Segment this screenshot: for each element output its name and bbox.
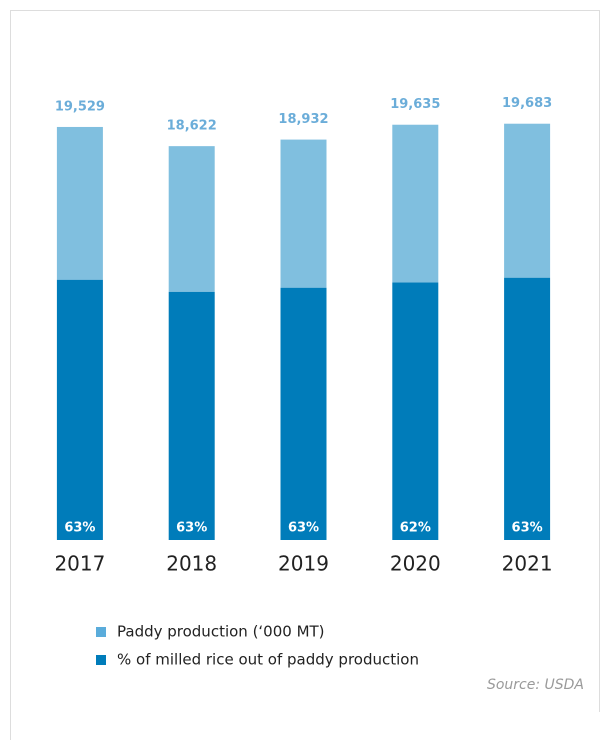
value-label: 18,932	[278, 112, 328, 127]
legend-label: % of milled rice out of paddy production	[117, 651, 419, 669]
bar-milled	[56, 279, 103, 540]
legend-swatch	[96, 627, 106, 637]
x-tick-label: 2019	[278, 552, 329, 576]
bar-paddy	[280, 139, 327, 288]
x-tick-label: 2018	[166, 552, 217, 576]
bar-paddy	[56, 126, 103, 280]
bar-paddy	[504, 123, 551, 278]
value-label: 19,529	[55, 99, 105, 114]
bar-milled	[168, 291, 215, 540]
percent-label: 63%	[512, 521, 543, 536]
x-tick-label: 2021	[502, 552, 553, 576]
value-label: 18,622	[167, 119, 217, 134]
x-tick-label: 2017	[54, 552, 105, 576]
legend-label: Paddy production (‘000 MT)	[117, 623, 325, 641]
x-tick-label: 2020	[390, 552, 441, 576]
bar-milled	[504, 277, 551, 540]
bar-milled	[280, 287, 327, 540]
bar-paddy	[168, 146, 215, 292]
percent-label: 63%	[176, 521, 207, 536]
value-label: 19,683	[502, 96, 552, 111]
bar-paddy	[392, 124, 439, 283]
value-label: 19,635	[390, 97, 440, 112]
percent-label: 63%	[288, 521, 319, 536]
bar-milled	[392, 282, 439, 540]
percent-label: 63%	[64, 521, 95, 536]
source-note: Source: USDA	[487, 677, 584, 693]
percent-label: 62%	[400, 521, 431, 536]
legend-swatch	[96, 655, 106, 665]
